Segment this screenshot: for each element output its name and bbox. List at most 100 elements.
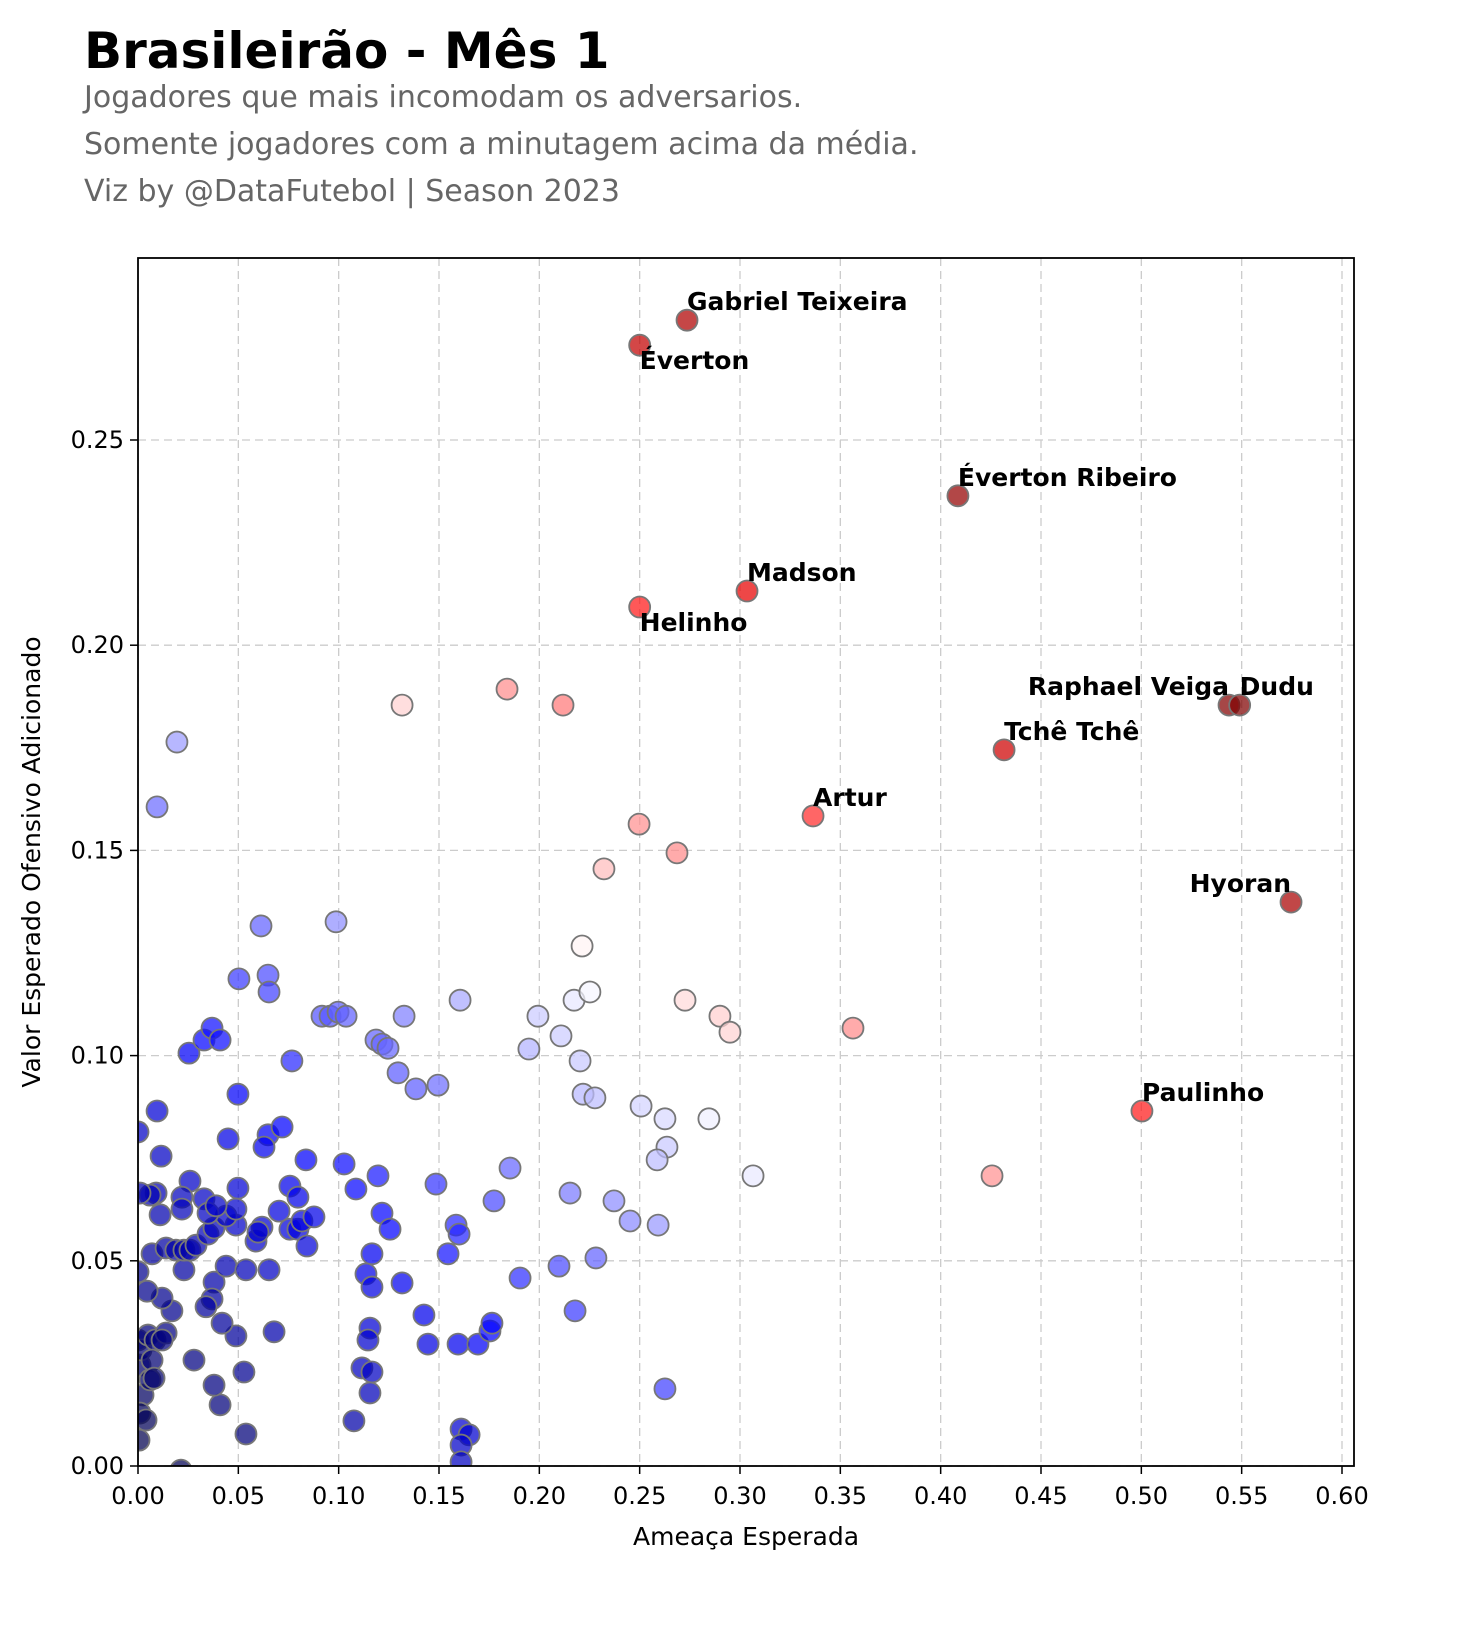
data-point xyxy=(568,1049,592,1073)
x-tick-label: 0.15 xyxy=(412,1482,465,1510)
x-tick-label: 0.20 xyxy=(513,1482,566,1510)
data-point xyxy=(449,1450,473,1466)
highlighted-point xyxy=(628,595,652,619)
data-point xyxy=(426,1073,450,1097)
data-point xyxy=(172,1258,196,1282)
x-tick-label: 0.55 xyxy=(1215,1482,1268,1510)
data-point xyxy=(446,1332,470,1356)
data-point xyxy=(138,1408,158,1432)
y-tick-label: 0.10 xyxy=(71,1042,124,1070)
data-point xyxy=(526,1004,550,1028)
data-point xyxy=(547,1254,571,1278)
point-label: Raphael Veiga xyxy=(1028,672,1229,701)
data-point xyxy=(549,1024,573,1048)
data-point xyxy=(138,1120,150,1144)
data-point xyxy=(234,1258,258,1282)
data-point xyxy=(376,1036,400,1060)
data-point xyxy=(360,1275,384,1299)
x-tick-label: 0.40 xyxy=(914,1482,967,1510)
plot-frame xyxy=(137,257,1355,1467)
data-point xyxy=(165,730,189,754)
data-point xyxy=(324,910,348,934)
y-tick-label: 0.15 xyxy=(71,836,124,864)
y-tick-label: 0.25 xyxy=(71,426,124,454)
data-point xyxy=(334,1004,358,1028)
data-point xyxy=(653,1107,677,1131)
data-point xyxy=(257,1258,281,1282)
x-tick-label: 0.45 xyxy=(1014,1482,1067,1510)
x-tick-label: 0.30 xyxy=(713,1482,766,1510)
data-point xyxy=(390,693,414,717)
data-point xyxy=(629,1094,653,1118)
data-point xyxy=(578,980,602,1004)
data-point xyxy=(214,1254,238,1278)
highlighted-point xyxy=(801,804,825,828)
data-point xyxy=(280,1049,304,1073)
data-point xyxy=(252,1135,276,1159)
highlighted-point xyxy=(675,308,699,332)
data-point xyxy=(295,1234,319,1258)
x-tick-label: 0.25 xyxy=(613,1482,666,1510)
highlighted-point xyxy=(628,333,652,357)
data-point xyxy=(653,1377,677,1401)
data-point xyxy=(618,1209,642,1233)
data-point xyxy=(360,1360,384,1384)
data-point xyxy=(482,1189,506,1213)
data-point xyxy=(208,1393,232,1417)
highlighted-point xyxy=(1130,1099,1154,1123)
point-label: Paulinho xyxy=(1142,1078,1264,1107)
data-point xyxy=(602,1189,626,1213)
chart-subtitle-1: Jogadores que mais incomodam os adversar… xyxy=(84,80,803,115)
data-point xyxy=(841,1016,865,1040)
data-point xyxy=(570,934,594,958)
data-point xyxy=(302,1205,326,1229)
data-point xyxy=(627,812,651,836)
highlighted-point xyxy=(735,579,759,603)
data-point xyxy=(170,1458,192,1466)
data-point xyxy=(216,1127,240,1151)
highlighted-point xyxy=(946,484,970,508)
data-point xyxy=(182,1348,206,1372)
point-label: Artur xyxy=(813,783,887,812)
data-point xyxy=(424,1172,448,1196)
data-point xyxy=(226,1176,250,1200)
x-tick-label: 0.10 xyxy=(312,1482,365,1510)
data-point xyxy=(227,967,251,991)
data-point xyxy=(404,1077,428,1101)
data-point xyxy=(697,1107,721,1131)
data-point xyxy=(646,1213,670,1237)
data-point xyxy=(592,857,616,881)
data-point xyxy=(480,1311,504,1335)
data-point xyxy=(584,1246,608,1270)
data-point xyxy=(508,1266,532,1290)
point-label: Dudu xyxy=(1240,672,1314,701)
data-point xyxy=(980,1164,1004,1188)
data-point xyxy=(344,1177,368,1201)
data-point xyxy=(148,1203,172,1227)
point-label: Madson xyxy=(747,558,857,587)
y-tick-label: 0.00 xyxy=(71,1452,124,1480)
data-point xyxy=(392,1004,416,1028)
x-axis-label: Ameaça Esperada xyxy=(633,1522,859,1551)
data-point xyxy=(390,1271,414,1295)
point-label: Hyoran xyxy=(1190,869,1291,898)
data-point xyxy=(208,1028,232,1052)
highlighted-point xyxy=(992,738,1016,762)
points-layer xyxy=(138,308,1303,1466)
data-point xyxy=(170,1197,194,1221)
data-point xyxy=(226,1082,250,1106)
data-point xyxy=(204,1194,228,1218)
chart-subtitle-2: Somente jogadores com a minutagem acima … xyxy=(84,127,919,162)
data-point xyxy=(210,1311,234,1335)
data-point xyxy=(447,1222,471,1246)
data-point xyxy=(270,1115,294,1139)
point-label: Éverton Ribeiro xyxy=(958,463,1177,492)
x-tick-label: 0.60 xyxy=(1315,1482,1368,1510)
data-point xyxy=(150,1328,174,1352)
highlighted-point xyxy=(1279,890,1303,914)
data-point xyxy=(246,1220,270,1244)
data-point xyxy=(563,1299,587,1323)
data-point xyxy=(386,1061,410,1085)
data-point xyxy=(249,914,273,938)
